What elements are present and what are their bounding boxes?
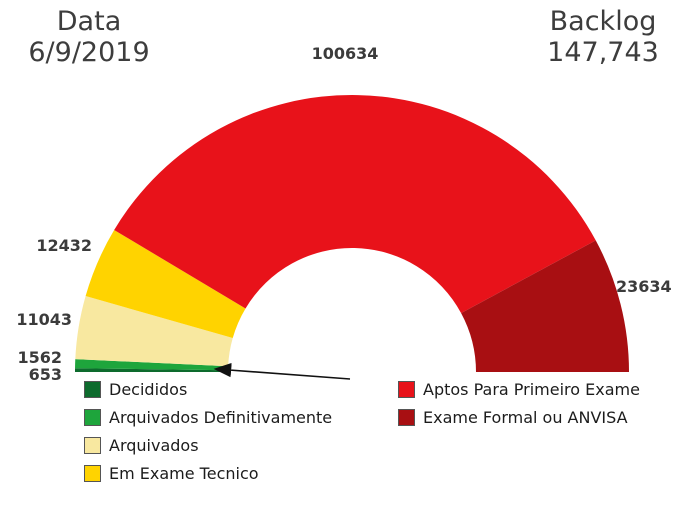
legend-swatch-em-exame-tecnico — [84, 465, 101, 482]
value-label-decididos: 653 — [28, 365, 62, 384]
legend-item-arquivados: Arquivados — [84, 436, 332, 455]
legend-item-exame-formal-ou-anvisa: Exame Formal ou ANVISA — [398, 408, 640, 427]
legend-label-em-exame-tecnico: Em Exame Tecnico — [109, 464, 259, 483]
donut-segment-1 — [75, 359, 229, 371]
legend-swatch-decididos — [84, 381, 101, 398]
date-value: 6/9/2019 — [28, 37, 150, 68]
value-label-arquivados: 11043 — [16, 310, 72, 329]
backlog-label: Backlog — [549, 6, 657, 37]
donut-segment-5 — [461, 240, 629, 372]
annotation-arrow — [213, 362, 351, 380]
legend-swatch-arquivados — [84, 437, 101, 454]
legend-label-exame-formal-ou-anvisa: Exame Formal ou ANVISA — [423, 408, 628, 427]
legend-left-column: Decididos Arquivados Definitivamente Arq… — [84, 380, 333, 493]
legend-swatch-exame-formal-ou-anvisa — [398, 409, 415, 426]
value-label-em-exame-tecnico: 12432 — [36, 236, 92, 255]
legend-label-arquivados-definitivamente: Arquivados Definitivamente — [109, 408, 333, 427]
value-label-aptos-para-primeiro-exame: 100634 — [311, 44, 379, 63]
date-label: Data — [56, 6, 122, 37]
donut-segment-0 — [75, 368, 229, 372]
legend-swatch-aptos-para-primeiro-exame — [398, 381, 415, 398]
legend-right-column: Aptos Para Primeiro Exame Exame Formal o… — [398, 380, 640, 437]
donut-segment-2 — [75, 296, 233, 367]
legend-item-decididos: Decididos — [84, 380, 332, 399]
value-label-exame-formal-ou-anvisa: 23634 — [616, 277, 672, 296]
donut-segment-4 — [114, 95, 596, 314]
backlog-value: 147,743 — [547, 37, 659, 68]
legend-item-aptos-para-primeiro-exame: Aptos Para Primeiro Exame — [398, 380, 640, 399]
backlog-block: Backlog 147,743 — [528, 6, 678, 68]
legend-label-aptos-para-primeiro-exame: Aptos Para Primeiro Exame — [423, 380, 640, 399]
legend-item-arquivados-definitivamente: Arquivados Definitivamente — [84, 408, 333, 427]
legend-swatch-arquivados-definitivamente — [84, 409, 101, 426]
legend-label-decididos: Decididos — [109, 380, 188, 399]
value-label-arquivados-definitivamente: 1562 — [17, 348, 62, 367]
legend-item-em-exame-tecnico: Em Exame Tecnico — [84, 464, 332, 483]
legend-label-arquivados: Arquivados — [109, 436, 199, 455]
date-block: Data 6/9/2019 — [14, 6, 164, 68]
donut-segments — [75, 95, 629, 372]
donut-segment-3 — [85, 230, 246, 338]
